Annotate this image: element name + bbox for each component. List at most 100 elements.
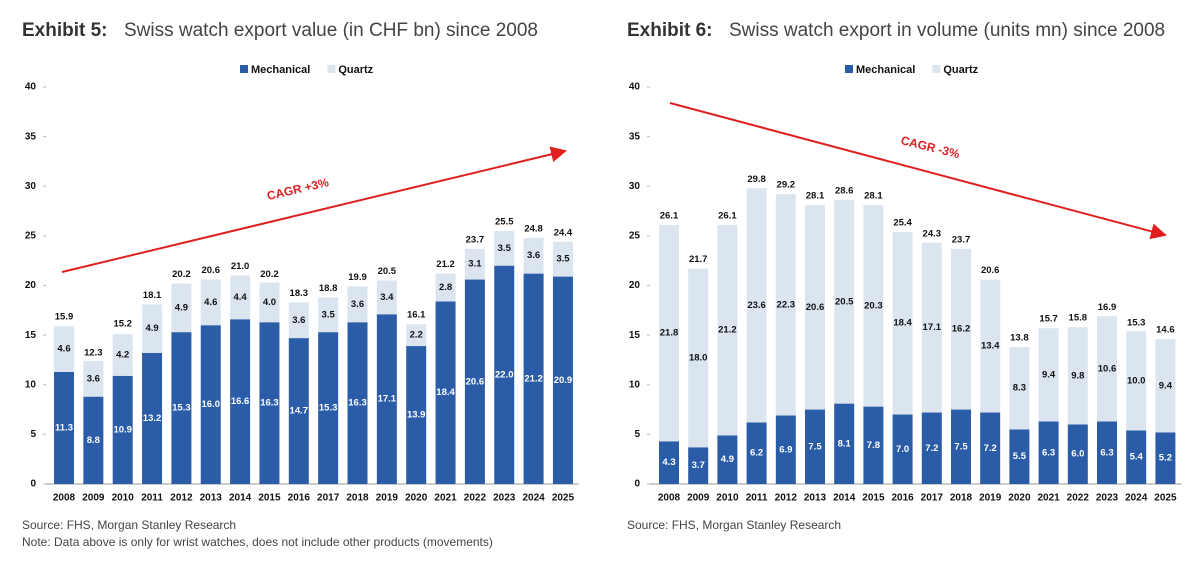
- value-label: 22.3: [777, 299, 796, 310]
- exhibit-label: Exhibit 6:: [627, 20, 713, 41]
- value-label: 10.0: [1127, 375, 1146, 386]
- annotation: CAGR -3%: [899, 133, 961, 161]
- x-tick-label: 2011: [141, 493, 163, 504]
- bar-segment: [746, 188, 767, 423]
- value-label: 16.3: [260, 398, 279, 409]
- value-label: 8.1: [838, 438, 852, 449]
- bar-segment: [523, 273, 544, 484]
- total-label: 15.9: [55, 312, 74, 323]
- bar-segment: [1038, 328, 1059, 422]
- bar-segment: [83, 396, 104, 484]
- value-label: 16.6: [231, 396, 250, 407]
- bar-segment: [552, 241, 573, 277]
- total-label: 25.4: [893, 217, 912, 228]
- value-label: 16.2: [952, 324, 971, 335]
- x-tick-label: 2016: [288, 493, 311, 504]
- total-label: 24.8: [524, 223, 543, 234]
- value-label: 15.3: [172, 403, 191, 414]
- value-label: 4.3: [662, 457, 675, 468]
- value-label: 13.4: [981, 341, 1000, 352]
- bar-segment: [494, 230, 515, 266]
- value-label: 20.5: [835, 296, 854, 307]
- value-label: 5.2: [1159, 453, 1172, 464]
- value-label: 18.0: [689, 352, 708, 363]
- value-label: 2.2: [410, 330, 423, 341]
- value-label: 4.9: [175, 302, 188, 313]
- total-label: 20.6: [981, 265, 1000, 276]
- x-tick-label: 2015: [862, 493, 885, 504]
- total-label: 20.5: [378, 266, 397, 277]
- bar-segment: [288, 338, 309, 484]
- total-label: 15.3: [1127, 318, 1146, 329]
- legend-label: Quartz: [943, 64, 978, 76]
- value-label: 10.9: [113, 424, 132, 435]
- x-tick-label: 2024: [522, 493, 545, 504]
- bar-segment: [259, 322, 280, 484]
- bar-segment: [659, 224, 679, 442]
- value-label: 3.6: [87, 373, 100, 384]
- bar-segment: [54, 326, 74, 372]
- x-tick-label: 2023: [493, 493, 516, 504]
- value-label: 7.2: [984, 443, 997, 454]
- value-label: 9.8: [1071, 370, 1084, 381]
- value-label: 8.3: [1013, 383, 1026, 394]
- value-label: 18.4: [893, 318, 912, 329]
- bar-segment: [775, 194, 796, 416]
- value-label: 21.2: [718, 325, 737, 336]
- value-label: 3.5: [556, 254, 570, 265]
- bar-segment: [834, 403, 855, 484]
- x-tick-label: 2008: [658, 493, 681, 504]
- y-tick-label: 35: [629, 131, 641, 142]
- bar-segment: [347, 286, 368, 323]
- bar-segment: [347, 322, 368, 484]
- value-label: 21.8: [660, 328, 679, 339]
- total-label: 20.6: [202, 265, 221, 276]
- value-label: 16.0: [202, 399, 221, 410]
- bar-segment: [230, 319, 251, 484]
- x-tick-label: 2010: [112, 493, 135, 504]
- bar-segment: [435, 301, 456, 484]
- y-tick-label: 30: [25, 181, 37, 192]
- x-tick-label: 2010: [716, 493, 739, 504]
- y-tick-label: 25: [629, 231, 641, 242]
- bar-segment: [1126, 430, 1147, 484]
- bar-segment: [1155, 339, 1176, 433]
- exhibit-label: Exhibit 5:: [22, 20, 108, 41]
- bar-segment: [834, 200, 855, 404]
- value-label: 4.0: [263, 297, 276, 308]
- bar-segment: [951, 248, 971, 410]
- value-label: 4.4: [233, 292, 247, 303]
- value-label: 9.4: [1042, 369, 1056, 380]
- y-tick-label: 15: [25, 330, 37, 341]
- x-tick-label: 2019: [979, 493, 1002, 504]
- bar-segment: [688, 447, 709, 484]
- total-label: 28.1: [806, 191, 825, 202]
- total-label: 21.2: [436, 259, 455, 270]
- x-tick-label: 2009: [687, 493, 710, 504]
- x-tick-label: 2024: [1125, 493, 1148, 504]
- bar-segment: [659, 441, 679, 484]
- value-label: 18.4: [436, 387, 455, 398]
- y-tick-label: 40: [25, 82, 37, 93]
- x-tick-label: 2017: [317, 493, 340, 504]
- bar-segment: [921, 242, 942, 413]
- total-label: 21.7: [689, 254, 708, 265]
- legend-label: Mechanical: [856, 64, 915, 76]
- value-label: 3.4: [380, 292, 394, 303]
- value-label: 16.3: [348, 398, 367, 409]
- value-label: 3.6: [351, 299, 364, 310]
- total-label: 15.8: [1069, 313, 1088, 324]
- value-label: 7.5: [954, 441, 968, 452]
- bar-segment: [1009, 429, 1030, 484]
- value-label: 13.9: [407, 410, 426, 421]
- total-label: 20.2: [260, 269, 279, 280]
- value-label: 5.4: [1130, 452, 1144, 463]
- bar-segment: [775, 415, 796, 484]
- value-label: 14.7: [290, 406, 309, 417]
- y-tick-label: 0: [634, 479, 640, 490]
- total-label: 14.6: [1156, 325, 1175, 336]
- value-label: 7.2: [925, 443, 938, 454]
- total-label: 23.7: [466, 234, 485, 245]
- y-tick-label: 25: [25, 231, 37, 242]
- x-tick-label: 2011: [746, 493, 768, 504]
